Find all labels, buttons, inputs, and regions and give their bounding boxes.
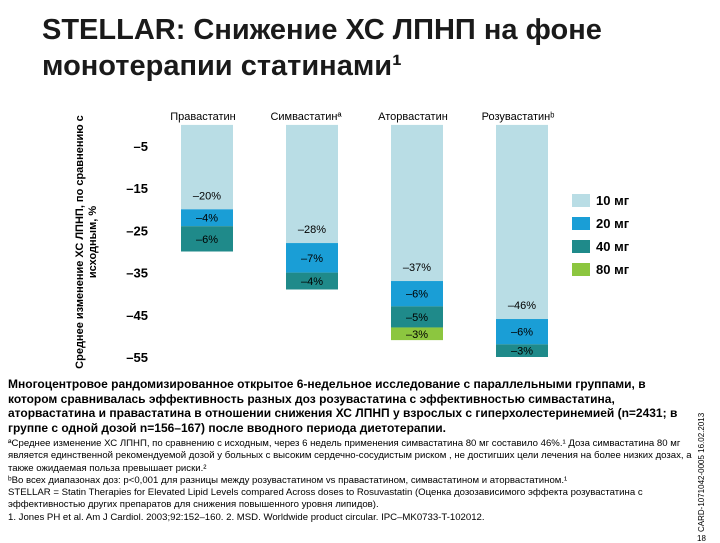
- legend-swatch: [572, 263, 590, 276]
- data-label: –46%: [508, 300, 536, 312]
- footnotes: ªСреднее изменение ХС ЛПНП, по сравнению…: [8, 438, 698, 524]
- legend-item: 40 мг: [572, 235, 629, 258]
- bar-segment: [496, 124, 548, 320]
- footnote-stellar: STELLAR = Statin Therapies for Elevated …: [8, 487, 643, 511]
- study-description: Многоцентровое рандомизированное открыто…: [8, 377, 678, 435]
- footnote-a: ªСреднее изменение ХС ЛПНП, по сравнению…: [8, 438, 692, 474]
- legend-label: 20 мг: [596, 216, 630, 231]
- bar-chart: –5 –15 –25 –35 –45 –55 Правастатин Симвастатинª…: [126, 111, 555, 365]
- bar-segment: [286, 272, 338, 290]
- data-label: –6%: [406, 289, 428, 301]
- legend-swatch: [572, 217, 590, 230]
- bar-segment: [286, 243, 338, 273]
- bar-segment: [391, 306, 443, 328]
- document-code: CARD-1071042-0005 16.02.2013: [697, 412, 706, 532]
- bar-segment: [391, 281, 443, 307]
- legend-label: 80 мг: [596, 262, 630, 277]
- data-label: –4%: [301, 276, 323, 288]
- bar-segment: [496, 344, 548, 357]
- category-label: Розувастатинᵇ: [482, 111, 555, 123]
- y-tick-label: –15: [126, 181, 148, 196]
- legend-item: 80 мг: [572, 258, 629, 281]
- legend: 10 мг 20 мг 40 мг 80 мг: [572, 189, 629, 281]
- legend-label: 40 мг: [596, 239, 630, 254]
- bar-segment: [181, 209, 233, 227]
- category-label: Симвастатинª: [270, 111, 342, 123]
- legend-item: 10 мг: [572, 189, 629, 212]
- data-label: –28%: [298, 224, 326, 236]
- data-label: –7%: [301, 253, 323, 265]
- legend-label: 10 мг: [596, 193, 630, 208]
- legend-swatch: [572, 194, 590, 207]
- legend-item: 20 мг: [572, 212, 629, 235]
- data-label: –4%: [196, 213, 218, 225]
- bar-segment: [181, 226, 233, 252]
- data-label: –3%: [406, 329, 428, 341]
- legend-swatch: [572, 240, 590, 253]
- category-label: Аторвастатин: [378, 111, 448, 123]
- y-tick-label: –25: [126, 223, 148, 238]
- data-label: –3%: [511, 346, 533, 358]
- y-tick-label: –5: [134, 139, 148, 154]
- bar-segment: [391, 124, 443, 282]
- y-tick-label: –35: [126, 266, 148, 281]
- bar-segment: [391, 327, 443, 341]
- slide-number: 18: [697, 534, 706, 543]
- data-label: –37%: [403, 262, 431, 274]
- bar-segment: [181, 124, 233, 210]
- data-label: –5%: [406, 312, 428, 324]
- bar-segment: [286, 124, 338, 244]
- footnote-b: ᵇВо всех диапазонах доз: p<0,001 для раз…: [8, 474, 568, 486]
- data-label: –6%: [511, 327, 533, 339]
- y-tick-label: –45: [126, 308, 148, 323]
- category-label: Правастатин: [170, 111, 236, 123]
- bar-segment: [496, 319, 548, 345]
- references: 1. Jones PH et al. Am J Cardiol. 2003;92…: [8, 511, 485, 523]
- data-label: –20%: [193, 190, 221, 202]
- slide-title: STELLAR: Снижение ХС ЛПНП на фоне моноте…: [42, 14, 602, 82]
- data-label: –6%: [196, 234, 218, 246]
- y-tick-label: –55: [126, 350, 148, 365]
